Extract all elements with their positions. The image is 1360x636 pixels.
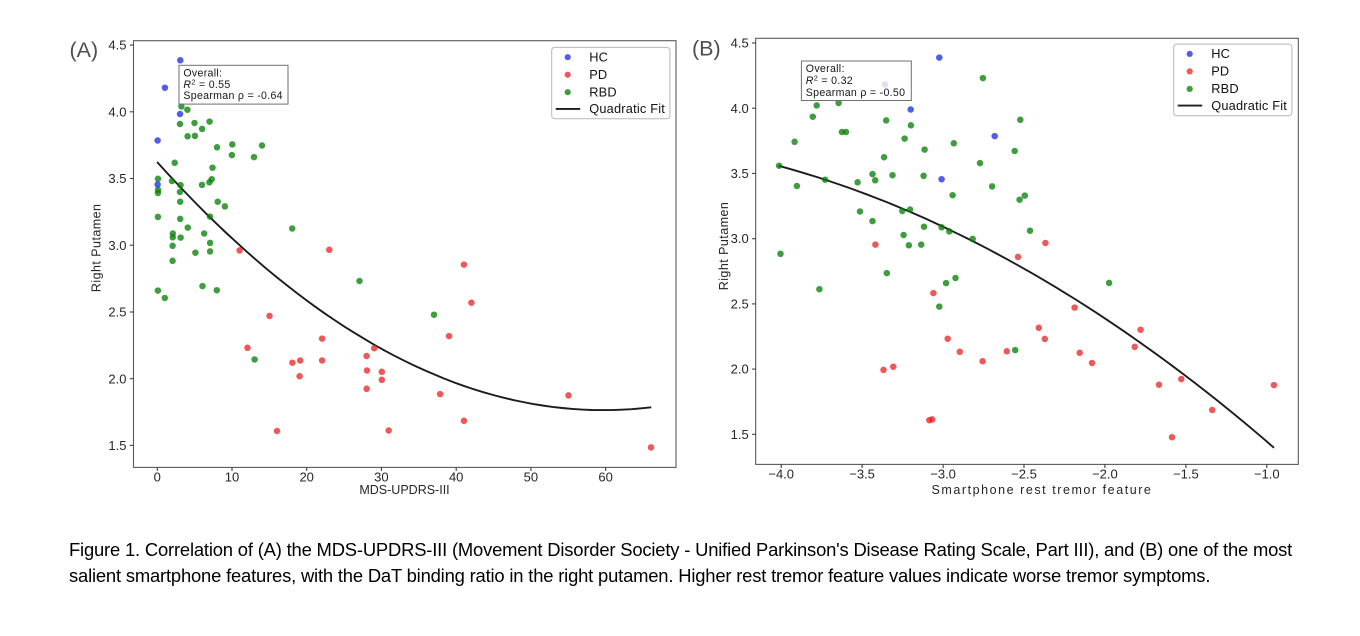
svg-text:RBD: RBD: [1211, 81, 1239, 96]
svg-text:MDS-UPDRS-III: MDS-UPDRS-III: [359, 483, 449, 497]
svg-text:Spearman ρ = -0.64: Spearman ρ = -0.64: [183, 90, 282, 102]
svg-text:Smartphone rest tremor feature: Smartphone rest tremor feature: [932, 483, 1153, 497]
svg-text:40: 40: [449, 470, 463, 485]
svg-text:(A): (A): [70, 38, 99, 62]
svg-text:1.5: 1.5: [731, 427, 749, 442]
svg-text:4.0: 4.0: [108, 104, 126, 119]
svg-text:Overall:: Overall:: [183, 67, 222, 79]
svg-text:−3.0: −3.0: [930, 467, 956, 482]
svg-text:0: 0: [154, 470, 161, 485]
svg-text:Quadratic Fit: Quadratic Fit: [1211, 98, 1287, 113]
svg-text:2.5: 2.5: [108, 305, 126, 320]
svg-text:2.0: 2.0: [731, 362, 749, 377]
svg-text:30: 30: [374, 470, 388, 485]
svg-text:−1.5: −1.5: [1173, 467, 1199, 482]
svg-text:1.5: 1.5: [108, 438, 126, 453]
svg-text:4.5: 4.5: [108, 38, 126, 53]
svg-text:3.5: 3.5: [731, 166, 749, 181]
svg-text:−2.0: −2.0: [1092, 467, 1118, 482]
svg-text:Overall:: Overall:: [806, 63, 845, 75]
svg-text:Right Putamen: Right Putamen: [717, 202, 731, 291]
svg-text:−3.5: −3.5: [849, 467, 875, 482]
svg-text:−2.5: −2.5: [1011, 467, 1037, 482]
svg-text:2.5: 2.5: [731, 297, 749, 312]
svg-text:Quadratic Fit: Quadratic Fit: [589, 101, 665, 116]
svg-text:PD: PD: [1211, 64, 1229, 79]
svg-text:R2 = 0.32: R2 = 0.32: [806, 74, 853, 87]
svg-text:R2 = 0.55: R2 = 0.55: [183, 77, 230, 90]
svg-text:HC: HC: [1211, 46, 1230, 61]
svg-text:3.5: 3.5: [108, 171, 126, 186]
svg-text:2.0: 2.0: [108, 371, 126, 386]
svg-text:20: 20: [299, 470, 313, 485]
svg-text:PD: PD: [589, 67, 607, 82]
svg-text:−4.0: −4.0: [768, 467, 794, 482]
svg-text:10: 10: [225, 470, 239, 485]
svg-text:RBD: RBD: [589, 85, 617, 100]
svg-text:50: 50: [524, 470, 538, 485]
svg-text:HC: HC: [589, 50, 608, 65]
svg-text:−1.0: −1.0: [1254, 467, 1280, 482]
svg-text:3.0: 3.0: [108, 238, 126, 253]
svg-text:4.5: 4.5: [731, 36, 749, 51]
svg-text:(B): (B): [692, 37, 721, 61]
svg-text:Spearman ρ = -0.50: Spearman ρ = -0.50: [806, 87, 905, 99]
svg-text:4.0: 4.0: [731, 101, 749, 116]
svg-text:Right Putamen: Right Putamen: [90, 204, 104, 293]
svg-text:3.0: 3.0: [731, 231, 749, 246]
svg-text:60: 60: [598, 470, 612, 485]
